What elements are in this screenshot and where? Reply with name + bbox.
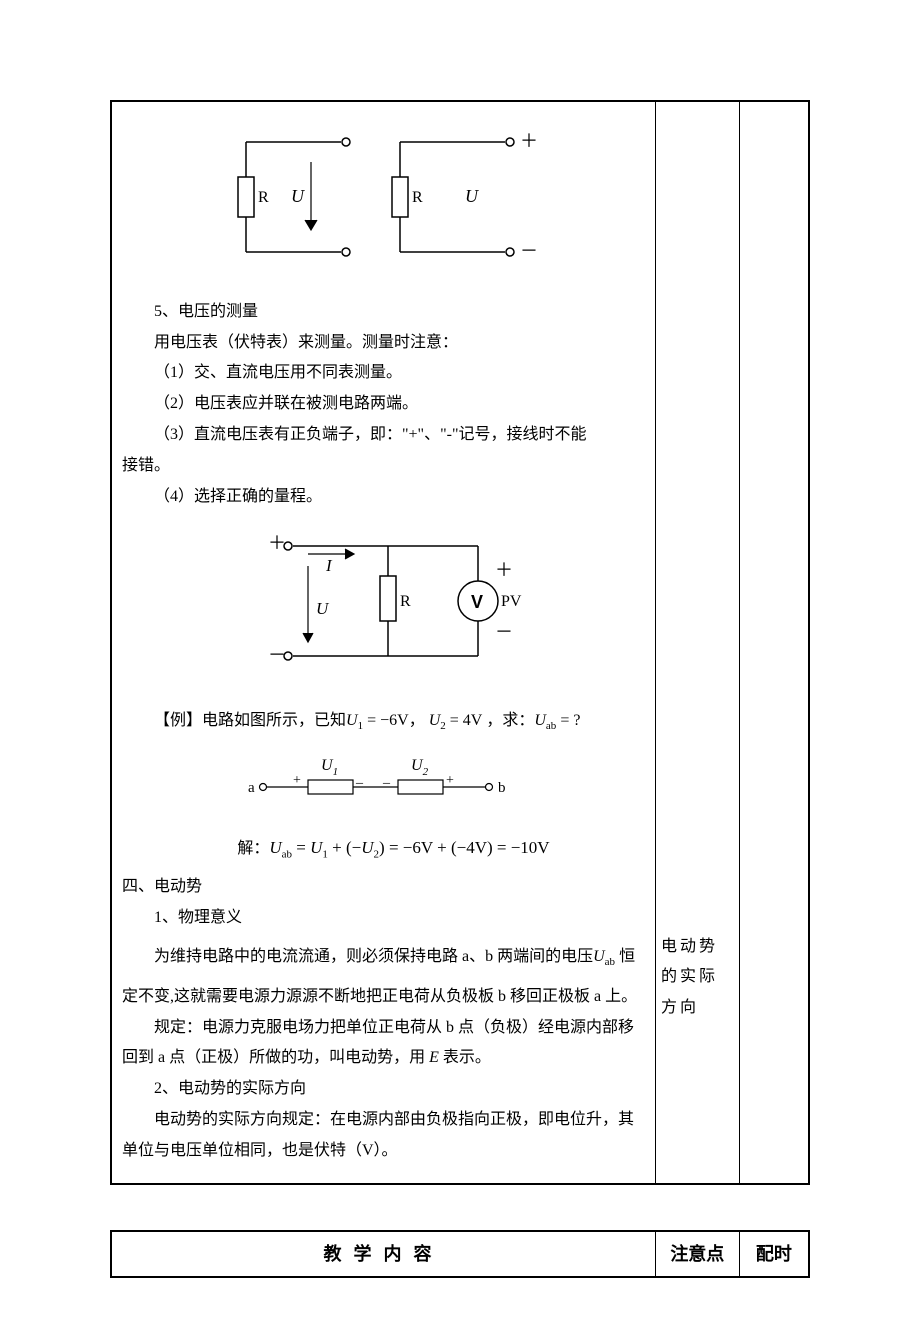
plus-sign: ＋ xyxy=(520,131,538,151)
circuit-diagram-voltmeter: R V PV ＋ － ＋ － I xyxy=(233,521,533,681)
u-label-3: U xyxy=(316,599,330,618)
circuit-diagram-2: R U ＋ － xyxy=(380,122,550,272)
circuit-diagram-1: R U xyxy=(216,122,376,272)
plus-pv: ＋ xyxy=(495,560,513,580)
sec4-p2: 定不变,这就需要电源力源源不断地把正电荷从负极板 b 移回正极板 a 上。 xyxy=(122,983,645,1012)
sec4-sub1: 1、物理意义 xyxy=(122,904,645,933)
sec4-p5: 电动势的实际方向规定：在电源内部由负极指向正极，即电位升，其 xyxy=(122,1106,645,1135)
resistor-label-2: R xyxy=(412,189,423,206)
main-column: R U xyxy=(111,101,655,1184)
s5-line1: 用电压表（伏特表）来测量。测量时注意： xyxy=(122,329,645,358)
voltage-label-u1: U xyxy=(291,186,305,206)
section-4-title: 四、电动势 xyxy=(122,873,645,902)
section-5-title: 5、电压的测量 xyxy=(122,298,645,327)
note-text: 电动势的实际方向 xyxy=(661,932,734,1023)
plus-u1: + xyxy=(293,773,301,788)
node-a: a xyxy=(248,780,255,796)
minus-pv: － xyxy=(495,622,513,642)
minus-u2: _ xyxy=(382,771,391,786)
v-symbol: V xyxy=(471,592,483,612)
s5-item3a: （3）直流电压表有正负端子，即："+"、"-"记号，接线时不能 xyxy=(122,421,645,450)
s5-item2: （2）电压表应并联在被测电路两端。 xyxy=(122,390,645,419)
diagram-series-boxes: a b + _ _ + U1 U2 xyxy=(122,752,645,818)
solution-line: 解：Uab = U1 + (−U2) = −6V + (−4V) = −10V xyxy=(122,833,645,865)
note-column: 电动势的实际方向 xyxy=(655,101,739,1184)
time-column xyxy=(739,101,809,1184)
r-label-3: R xyxy=(400,593,411,610)
footer-note-header: 注意点 xyxy=(655,1231,739,1277)
pv-label: PV xyxy=(501,593,522,610)
u1-label: U1 xyxy=(321,757,338,778)
resistor-label: R xyxy=(258,189,269,206)
minus-sign: － xyxy=(520,241,538,261)
sec4-p4: 回到 a 点（正极）所做的功，叫电动势，用 E 表示。 xyxy=(122,1044,645,1073)
footer-time-header: 配时 xyxy=(739,1231,809,1277)
u2-label: U2 xyxy=(411,757,429,778)
footer-main-header: 教学内容 xyxy=(111,1231,655,1277)
example-line: 【例】电路如图所示，已知U1 = −6V， U2 = 4V ，求：Uab = ? xyxy=(122,707,645,737)
i-label: I xyxy=(325,556,333,575)
sec4-p3: 规定：电源力克服电场力把单位正电荷从 b 点（负极）经电源内部移 xyxy=(122,1014,645,1043)
plus-u2: + xyxy=(446,773,454,788)
minus-left: － xyxy=(268,645,286,665)
circuit-series: a b + _ _ + U1 U2 xyxy=(243,752,523,807)
diagram-voltmeter: R V PV ＋ － ＋ － I xyxy=(122,521,645,692)
footer-header-table: 教学内容 注意点 配时 xyxy=(110,1230,810,1278)
s5-item3b: 接错。 xyxy=(122,452,645,481)
sec4-sub2: 2、电动势的实际方向 xyxy=(122,1075,645,1104)
voltage-label-u2: U xyxy=(465,186,479,206)
s5-item4: （4）选择正确的量程。 xyxy=(122,483,645,512)
s5-item1: （1）交、直流电压用不同表测量。 xyxy=(122,359,645,388)
minus-u1: _ xyxy=(355,771,364,786)
plus-left: ＋ xyxy=(268,533,286,553)
main-content-table: R U xyxy=(110,100,810,1185)
diagram-voltage-arrows: R U xyxy=(122,122,645,283)
sec4-p1: 为维持电路中的电流流通，则必须保持电路 a、b 两端间的电压Uab 恒 xyxy=(122,943,645,973)
sec4-p6: 单位与电压单位相同，也是伏特（V）。 xyxy=(122,1137,645,1166)
node-b: b xyxy=(498,780,506,796)
